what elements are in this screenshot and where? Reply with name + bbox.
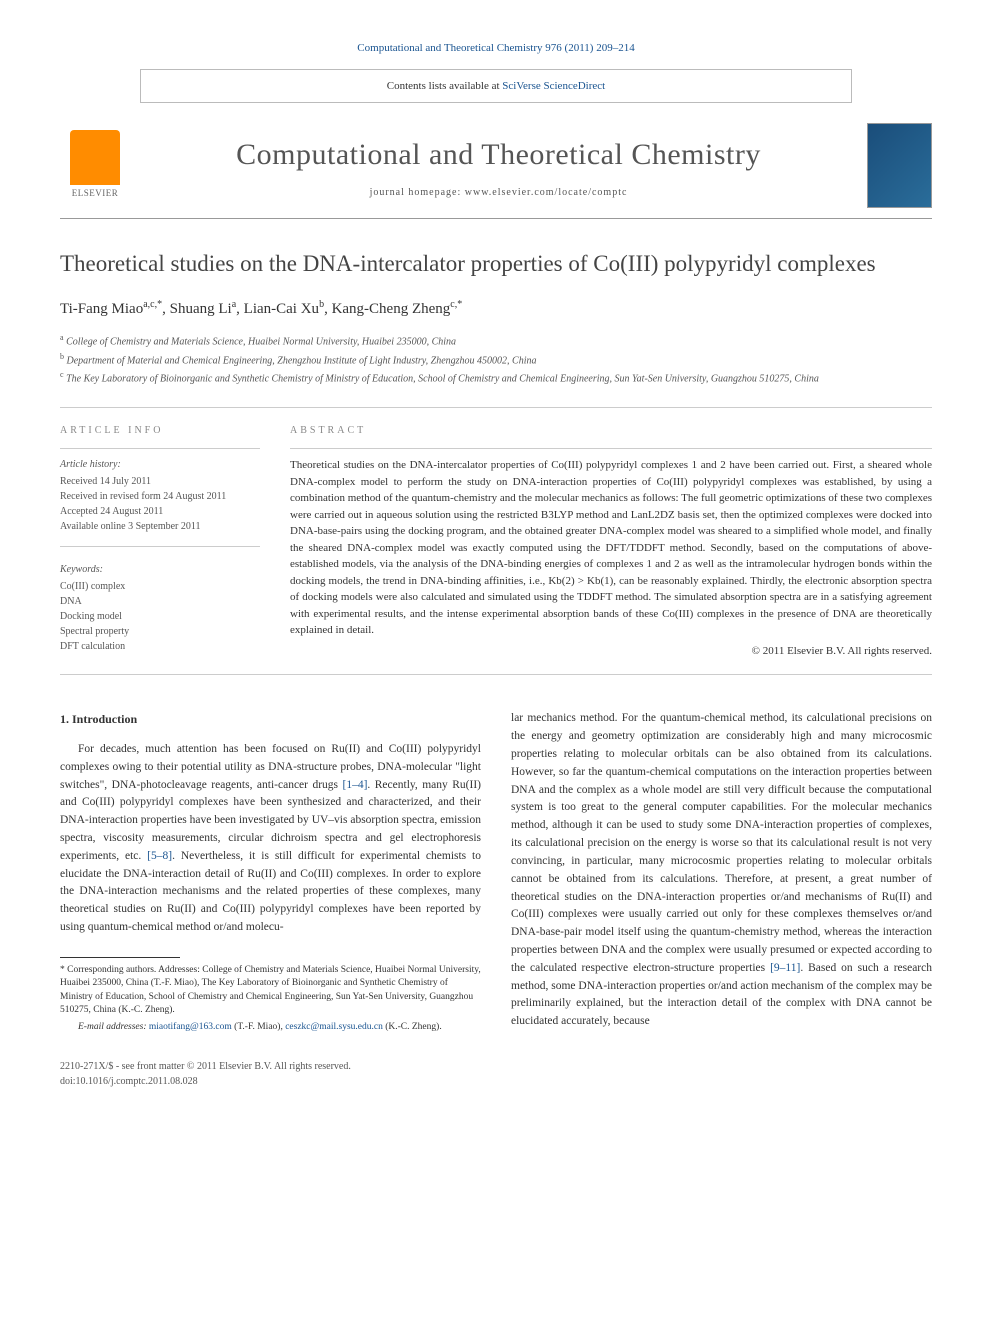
journal-citation[interactable]: Computational and Theoretical Chemistry … [60,40,932,57]
section-1-title: 1. Introduction [60,710,481,729]
keywords-divider [60,546,260,547]
keyword-4: DFT calculation [60,639,260,654]
corr-label: * Corresponding authors. [60,965,158,975]
journal-title-block: Computational and Theoretical Chemistry … [130,132,867,200]
contents-prefix: Contents lists available at [387,80,502,92]
aff-c-sup: c [60,370,64,379]
elsevier-label: ELSEVIER [72,187,119,201]
copyright-footer: 2210-271X/$ - see front matter © 2011 El… [60,1059,351,1074]
history-label: Article history: [60,457,260,472]
author-2[interactable]: , Shuang Li [162,301,232,317]
journal-header-row: ELSEVIER Computational and Theoretical C… [60,123,932,208]
journal-cover-thumbnail[interactable] [867,123,932,208]
journal-homepage[interactable]: journal homepage: www.elsevier.com/locat… [130,185,867,200]
info-divider [60,448,260,449]
column-right: lar mechanics method. For the quantum-ch… [511,710,932,1034]
email-2[interactable]: ceszkc@mail.sysu.edu.cn [285,1022,383,1032]
footnote-divider [60,957,180,958]
email-label: E-mail addresses: [78,1022,149,1032]
info-divider-bottom [60,674,932,675]
keyword-2: Docking model [60,609,260,624]
elsevier-logo[interactable]: ELSEVIER [60,126,130,206]
intro-para-1-cont: lar mechanics method. For the quantum-ch… [511,710,932,1031]
author-4[interactable]: , Kang-Cheng Zheng [324,301,450,317]
article-info-column: ARTICLE INFO Article history: Received 1… [60,423,260,659]
sciencedirect-link[interactable]: SciVerse ScienceDirect [502,80,605,92]
intro-para-1: For decades, much attention has been foc… [60,741,481,937]
elsevier-tree-icon [70,130,120,185]
aff-a-sup: a [60,333,64,342]
keyword-3: Spectral property [60,624,260,639]
footer-left: 2210-271X/$ - see front matter © 2011 El… [60,1059,351,1089]
info-heading: ARTICLE INFO [60,423,260,438]
keywords-label: Keywords: [60,562,260,577]
copyright-line: © 2011 Elsevier B.V. All rights reserved… [290,643,932,660]
authors-line: Ti-Fang Miaoa,c,*, Shuang Lia, Lian-Cai … [60,297,932,321]
author-4-sup: c,* [450,299,462,310]
corresponding-footnote: * Corresponding authors. Addresses: Coll… [60,964,481,1017]
footer-row: 2210-271X/$ - see front matter © 2011 El… [60,1059,932,1089]
abstract-text: Theoretical studies on the DNA-intercala… [290,457,932,639]
contents-box: Contents lists available at SciVerse Sci… [140,69,852,104]
abstract-column: ABSTRACT Theoretical studies on the DNA-… [290,423,932,659]
aff-b-sup: b [60,352,64,361]
intro-text-2a: lar mechanics method. For the quantum-ch… [511,712,932,973]
author-3[interactable]: , Lian-Cai Xu [236,301,319,317]
aff-a: College of Chemistry and Materials Scien… [66,337,456,348]
intro-text-1c: . Nevertheless, it is still difficult fo… [60,850,481,933]
author-1-sup: a,c,* [143,299,162,310]
author-1[interactable]: Ti-Fang Miao [60,301,143,317]
ref-link-1-4[interactable]: [1–4] [343,779,368,791]
info-abstract-row: ARTICLE INFO Article history: Received 1… [60,423,932,659]
doi[interactable]: doi:10.1016/j.comptc.2011.08.028 [60,1074,351,1089]
email-1-attr: (T.-F. Miao), [232,1022,285,1032]
contents-line: Contents lists available at SciVerse Sci… [141,78,851,95]
aff-b: Department of Material and Chemical Engi… [67,355,537,366]
header-divider [60,218,932,219]
main-content: 1. Introduction For decades, much attent… [60,710,932,1034]
column-left: 1. Introduction For decades, much attent… [60,710,481,1034]
affiliations: a College of Chemistry and Materials Sci… [60,332,932,387]
abstract-divider [290,448,932,449]
email-2-attr: (K.-C. Zheng). [383,1022,442,1032]
email-footnote: E-mail addresses: miaotifang@163.com (T.… [60,1021,481,1034]
aff-c: The Key Laboratory of Bioinorganic and S… [66,373,819,384]
abstract-heading: ABSTRACT [290,423,932,438]
history-text: Received 14 July 2011 Received in revise… [60,474,260,534]
ref-link-5-8[interactable]: [5–8] [147,850,172,862]
article-title: Theoretical studies on the DNA-intercala… [60,249,932,279]
keyword-1: DNA [60,594,260,609]
keyword-0: Co(III) complex [60,579,260,594]
info-divider-top [60,407,932,408]
ref-link-9-11[interactable]: [9–11] [770,962,800,974]
journal-title: Computational and Theoretical Chemistry [130,132,867,177]
email-1[interactable]: miaotifang@163.com [149,1022,232,1032]
